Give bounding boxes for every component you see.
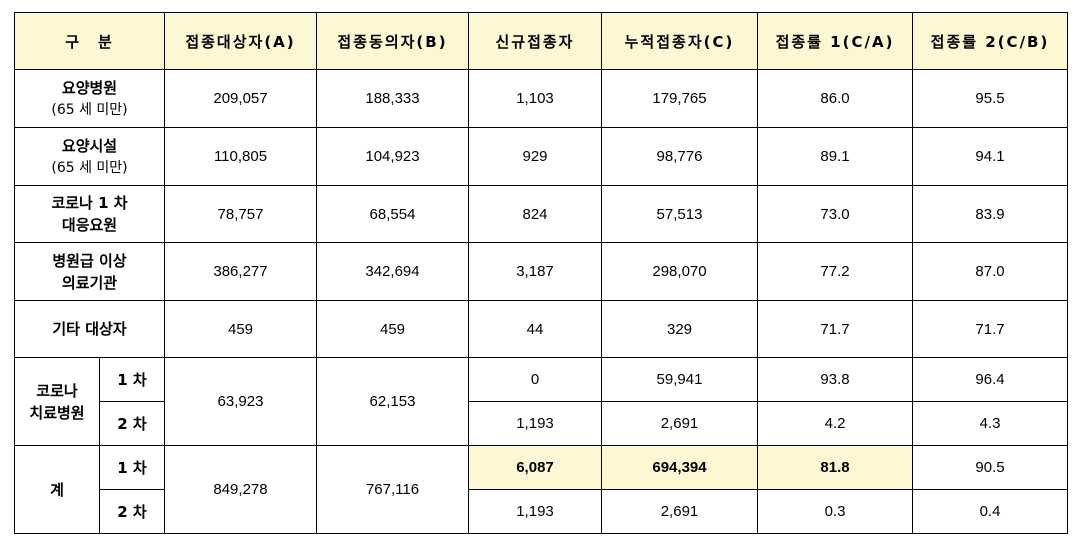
cell-cumulative: 2,691 <box>601 401 758 446</box>
dose-label: 1 차 <box>99 357 165 402</box>
cell-cumulative: 57,513 <box>601 185 758 243</box>
total-label: 계 <box>14 445 100 534</box>
header-row: 구 분 접종대상자(A) 접종동의자(B) 신규접종자 누적접종자(C) 접종률… <box>14 12 1068 70</box>
row-label: 병원급 이상 의료기관 <box>14 242 165 301</box>
cell-new: 0 <box>468 357 602 402</box>
cell-target: 386,277 <box>164 242 317 301</box>
cell-consent: 767,116 <box>316 445 469 534</box>
header-target: 접종대상자(A) <box>164 12 317 70</box>
cell-consent: 104,923 <box>316 127 469 186</box>
cell-new: 1,193 <box>468 401 602 446</box>
cell-consent: 188,333 <box>316 69 469 128</box>
cell-new-highlight: 6,087 <box>468 445 602 490</box>
cell-target: 78,757 <box>164 185 317 243</box>
cell-rate1: 4.2 <box>757 401 913 446</box>
dose-label: 1 차 <box>99 445 165 490</box>
cell-rate2: 96.4 <box>912 357 1068 402</box>
cell-cumulative: 2,691 <box>601 489 758 534</box>
cell-rate2: 95.5 <box>912 69 1068 128</box>
cell-rate1-highlight: 81.8 <box>757 445 913 490</box>
total-row: 2 차 1,193 2,691 0.3 0.4 <box>15 489 1068 534</box>
table-row: 병원급 이상 의료기관 386,277 342,694 3,187 298,070… <box>14 242 1068 301</box>
cell-cumulative: 298,070 <box>601 242 758 301</box>
cell-rate2: 83.9 <box>912 185 1068 243</box>
table-row: 2 차 1,193 2,691 4.2 4.3 <box>15 401 1068 446</box>
vaccination-table-container: 구 분 접종대상자(A) 접종동의자(B) 신규접종자 누적접종자(C) 접종률… <box>14 12 1068 534</box>
dose-label: 2 차 <box>99 401 165 446</box>
cell-new: 929 <box>468 127 602 186</box>
cell-rate1: 0.3 <box>757 489 913 534</box>
row-label: 코로나 1 차 대응요원 <box>14 185 165 243</box>
header-consent: 접종동의자(B) <box>316 12 469 70</box>
cell-target: 63,923 <box>164 357 317 446</box>
dose-label: 2 차 <box>99 489 165 534</box>
cell-cumulative-highlight: 694,394 <box>601 445 758 490</box>
cell-target: 459 <box>164 300 317 358</box>
header-rate1: 접종률 1(C/A) <box>757 12 913 70</box>
cell-target: 110,805 <box>164 127 317 186</box>
table-row: 요양시설 (65 세 미만) 110,805 104,923 929 98,776… <box>14 127 1068 186</box>
table-row: 요양병원 (65 세 미만) 209,057 188,333 1,103 179,… <box>14 69 1068 128</box>
cell-rate2: 0.4 <box>912 489 1068 534</box>
cell-new: 824 <box>468 185 602 243</box>
cell-rate1: 71.7 <box>757 300 913 358</box>
row-label: 요양병원 (65 세 미만) <box>14 69 165 128</box>
cell-consent: 342,694 <box>316 242 469 301</box>
cell-consent: 68,554 <box>316 185 469 243</box>
cell-rate1: 89.1 <box>757 127 913 186</box>
cell-rate2: 90.5 <box>912 445 1068 490</box>
cell-new: 44 <box>468 300 602 358</box>
header-category: 구 분 <box>14 12 165 70</box>
cell-new: 3,187 <box>468 242 602 301</box>
cell-rate1: 86.0 <box>757 69 913 128</box>
cell-rate2: 4.3 <box>912 401 1068 446</box>
cell-target: 849,278 <box>164 445 317 534</box>
cell-rate2: 71.7 <box>912 300 1068 358</box>
cell-cumulative: 59,941 <box>601 357 758 402</box>
cell-new: 1,103 <box>468 69 602 128</box>
vaccination-status-table: 구 분 접종대상자(A) 접종동의자(B) 신규접종자 누적접종자(C) 접종률… <box>14 12 1068 534</box>
table-row: 코로나 치료병원 1 차 63,923 62,153 0 59,941 93.8 … <box>14 357 1068 446</box>
cell-cumulative: 98,776 <box>601 127 758 186</box>
table-row: 코로나 1 차 대응요원 78,757 68,554 824 57,513 73.… <box>14 185 1068 243</box>
cell-cumulative: 179,765 <box>601 69 758 128</box>
cell-rate1: 93.8 <box>757 357 913 402</box>
cell-new: 1,193 <box>468 489 602 534</box>
cell-rate2: 87.0 <box>912 242 1068 301</box>
row-label: 기타 대상자 <box>14 300 165 358</box>
header-new: 신규접종자 <box>468 12 602 70</box>
header-rate2: 접종률 2(C/B) <box>912 12 1068 70</box>
cell-consent: 459 <box>316 300 469 358</box>
cell-rate1: 73.0 <box>757 185 913 243</box>
total-row: 계 1 차 849,278 767,116 6,087 694,394 81.8… <box>14 445 1068 534</box>
cell-target: 209,057 <box>164 69 317 128</box>
header-cumulative: 누적접종자(C) <box>601 12 758 70</box>
table-row: 기타 대상자 459 459 44 329 71.7 71.7 <box>14 300 1068 358</box>
covid-hospital-label: 코로나 치료병원 <box>14 357 100 446</box>
cell-cumulative: 329 <box>601 300 758 358</box>
cell-rate1: 77.2 <box>757 242 913 301</box>
row-label: 요양시설 (65 세 미만) <box>14 127 165 186</box>
cell-rate2: 94.1 <box>912 127 1068 186</box>
cell-consent: 62,153 <box>316 357 469 446</box>
